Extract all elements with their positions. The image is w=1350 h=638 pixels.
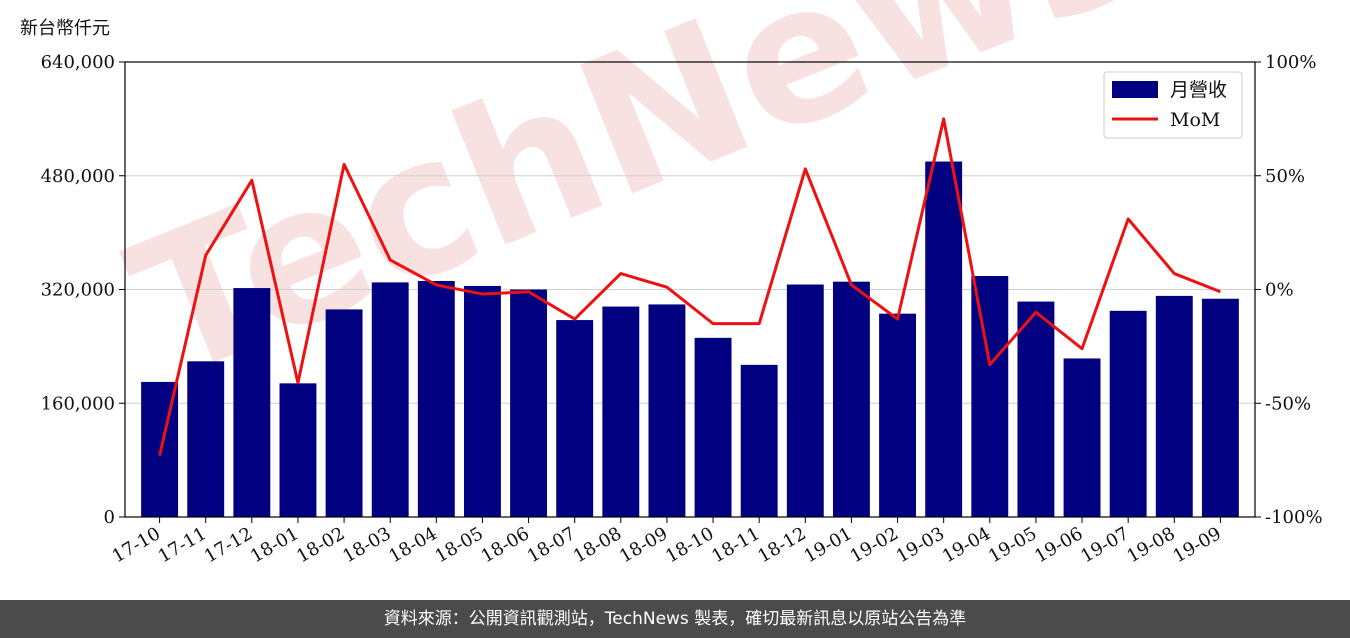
bar-19-04 bbox=[971, 275, 1009, 517]
legend-label-line: MoM bbox=[1170, 109, 1220, 131]
x-tick-label: 17-11 bbox=[155, 523, 210, 567]
y-left-tick-label: 480,000 bbox=[41, 166, 115, 187]
y-axis-unit-label: 新台幣仟元 bbox=[20, 18, 110, 39]
legend-label-bar: 月營收 bbox=[1170, 79, 1227, 101]
bar-19-07 bbox=[1109, 310, 1147, 517]
x-tick-label: 18-08 bbox=[570, 523, 625, 567]
x-tick-label: 19-06 bbox=[1031, 523, 1086, 567]
bar-18-09 bbox=[648, 304, 686, 517]
y-left-tick-label: 320,000 bbox=[41, 280, 115, 301]
y-left-tick-label: 640,000 bbox=[41, 52, 115, 73]
y-right-tick-label: 50% bbox=[1265, 166, 1305, 187]
x-tick-label: 17-10 bbox=[109, 523, 164, 567]
line-series bbox=[158, 117, 1221, 456]
y-right-tick-label: -100% bbox=[1265, 507, 1323, 528]
x-tick-label: 19-04 bbox=[939, 523, 994, 567]
x-tick-label: 18-03 bbox=[339, 523, 394, 567]
x-tick-label: 19-02 bbox=[847, 523, 902, 567]
y-right-tick-label: 0% bbox=[1265, 280, 1294, 301]
x-tick-label: 18-04 bbox=[385, 523, 440, 567]
x-tick-label: 18-10 bbox=[662, 523, 717, 567]
bar-17-12 bbox=[233, 288, 271, 517]
x-tick-label: 18-11 bbox=[708, 523, 763, 567]
x-tick-label: 19-07 bbox=[1077, 523, 1132, 567]
x-tick-label: 18-07 bbox=[524, 523, 579, 567]
bar-18-12 bbox=[786, 284, 824, 517]
legend-swatch-bar bbox=[1112, 81, 1158, 98]
legend: 月營收 MoM bbox=[1103, 71, 1243, 139]
bar-18-05 bbox=[464, 285, 501, 517]
bar-18-06 bbox=[510, 289, 548, 517]
x-tick-label: 18-05 bbox=[432, 523, 487, 567]
x-tick-label: 18-12 bbox=[754, 523, 809, 567]
bar-18-08 bbox=[602, 306, 640, 517]
x-tick-label: 18-01 bbox=[247, 523, 302, 567]
bar-18-04 bbox=[417, 280, 455, 517]
revenue-chart: TechNews 0160,000320,000480,000640,000-1… bbox=[41, 0, 1323, 567]
source-footer: 資料來源：公開資訊觀測站，TechNews 製表，確切最新訊息以原站公告為準 bbox=[0, 600, 1350, 638]
x-tick-label: 19-01 bbox=[800, 523, 855, 567]
bar-18-10 bbox=[694, 337, 732, 517]
x-tick-label: 17-12 bbox=[201, 523, 256, 567]
bar-18-11 bbox=[740, 364, 778, 517]
bar-18-02 bbox=[325, 309, 363, 517]
bar-series bbox=[141, 161, 1239, 517]
bar-18-03 bbox=[371, 282, 409, 517]
y-left-tick-label: 160,000 bbox=[41, 393, 115, 414]
x-tick-label: 19-09 bbox=[1169, 523, 1224, 567]
y-right-tick-label: 100% bbox=[1265, 52, 1316, 73]
mom-line bbox=[158, 117, 1221, 456]
bar-18-07 bbox=[556, 320, 594, 517]
y-left-tick-label: 0 bbox=[104, 507, 115, 528]
bar-17-11 bbox=[187, 361, 225, 517]
x-tick-label: 19-05 bbox=[985, 523, 1040, 567]
bar-19-06 bbox=[1063, 358, 1101, 517]
bar-19-02 bbox=[879, 313, 916, 517]
bar-18-01 bbox=[279, 383, 317, 517]
x-tick-label: 18-09 bbox=[616, 523, 671, 567]
bar-19-09 bbox=[1201, 298, 1239, 517]
x-tick-label: 18-06 bbox=[478, 523, 533, 567]
bar-19-05 bbox=[1017, 301, 1055, 517]
bar-19-08 bbox=[1155, 295, 1193, 517]
x-tick-label: 18-02 bbox=[293, 523, 348, 567]
x-tick-label: 19-03 bbox=[893, 523, 948, 567]
bar-19-03 bbox=[925, 161, 963, 517]
y-right-tick-label: -50% bbox=[1265, 393, 1311, 414]
bar-19-01 bbox=[832, 281, 870, 517]
x-tick-label: 19-08 bbox=[1123, 523, 1178, 567]
